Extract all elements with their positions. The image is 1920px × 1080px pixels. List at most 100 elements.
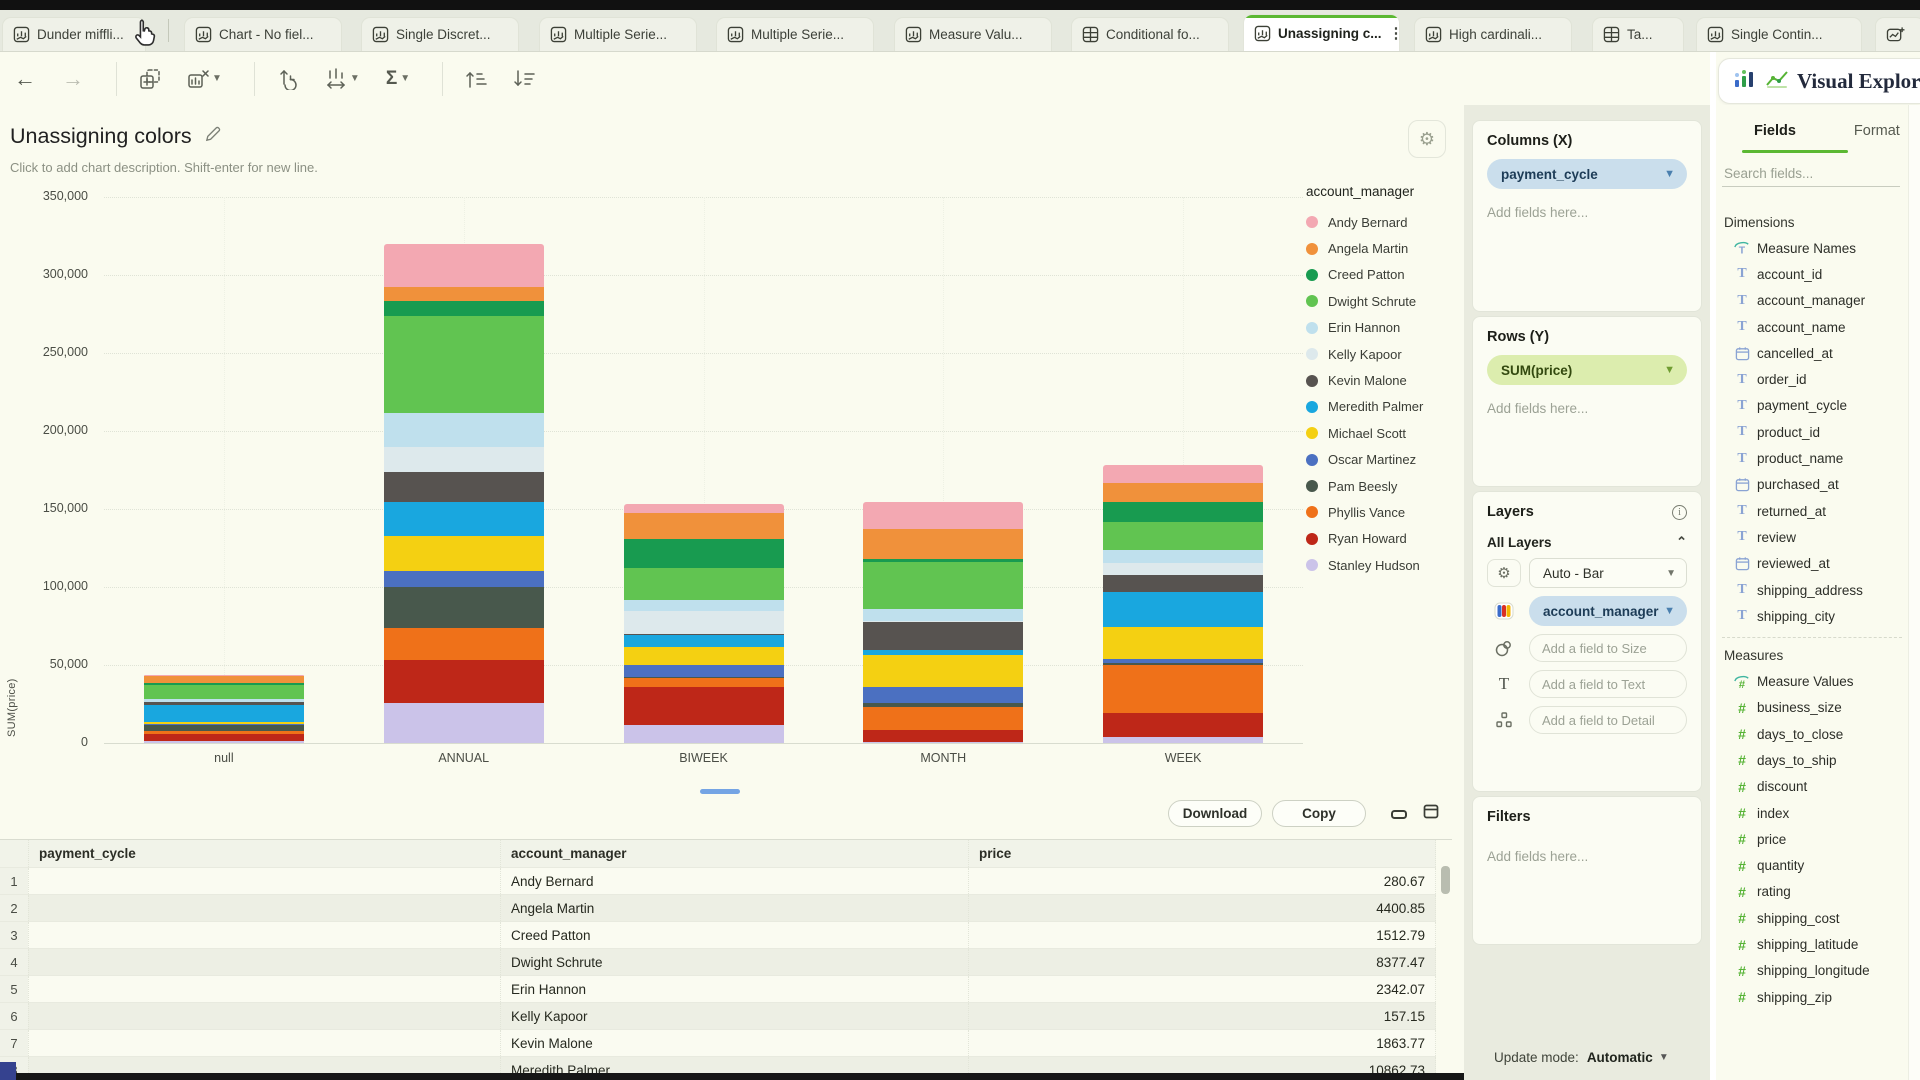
rows-add-fields-placeholder[interactable]: Add fields here... [1487,401,1687,416]
field-item-measure[interactable]: #days_to_ship [1716,747,1908,773]
duplicate-chart[interactable] [139,68,161,90]
bar-segment[interactable] [384,628,544,660]
forward-arrow[interactable]: → [62,68,84,90]
bar-segment[interactable] [144,685,304,698]
table-row[interactable]: 7Kevin Malone1863.77 [0,1030,1436,1057]
bar-segment[interactable] [863,707,1023,730]
bar-segment[interactable] [624,677,784,679]
detail-field-slot[interactable]: Add a field to Detail [1529,706,1687,734]
column-header-price[interactable]: price [968,840,1436,867]
table-row[interactable]: 8Meredith Palmer10862.73 [0,1057,1436,1074]
field-item-dimension[interactable]: Torder_id [1716,366,1908,392]
legend-item[interactable]: Meredith Palmer [1306,394,1460,420]
field-item-measure[interactable]: #price [1716,826,1908,852]
workbook-tab[interactable]: Measure Valu... [894,17,1052,51]
legend-item[interactable]: Ryan Howard [1306,526,1460,552]
bar-segment[interactable] [624,665,784,677]
column-header-payment_cycle[interactable]: payment_cycle [28,840,500,867]
filters-add-fields-placeholder[interactable]: Add fields here... [1487,849,1687,864]
collapse-results-icon[interactable] [1390,807,1408,826]
legend-item[interactable]: Andy Bernard [1306,209,1460,235]
bar-segment[interactable] [1103,550,1263,562]
copy-button[interactable]: Copy [1272,800,1366,827]
field-item-dimension[interactable]: TMeasure Names [1716,235,1908,261]
bar-segment[interactable] [1103,522,1263,550]
bar-segment[interactable] [144,734,304,741]
table-row[interactable]: 1Andy Bernard280.67 [0,868,1436,895]
bar-segment[interactable] [384,536,544,571]
field-item-dimension[interactable]: cancelled_at [1716,340,1908,366]
field-item-dimension[interactable]: Tproduct_name [1716,445,1908,471]
field-item-dimension[interactable]: Tshipping_address [1716,577,1908,603]
workbook-tab-active[interactable]: Unassigning c...⋮ [1243,14,1400,51]
mark-type-dropdown[interactable]: Auto - Bar ▼ [1529,558,1687,588]
bar-segment[interactable] [863,650,1023,655]
size-field-slot[interactable]: Add a field to Size [1529,634,1687,662]
bar-segment[interactable] [863,502,1023,528]
bar-segment[interactable] [384,244,544,288]
legend-item[interactable]: Dwight Schrute [1306,288,1460,314]
bar-segment[interactable] [384,502,544,536]
legend-item[interactable]: Kevin Malone [1306,367,1460,393]
workbook-tab[interactable] [1875,17,1920,51]
field-item-measure[interactable]: #shipping_zip [1716,984,1908,1010]
bar-segment[interactable] [624,647,784,665]
chart-settings-button[interactable]: ⚙ [1408,120,1446,158]
bar-segment[interactable] [624,539,784,567]
bar-segment[interactable] [1103,563,1263,575]
columns-add-fields-placeholder[interactable]: Add fields here... [1487,205,1687,220]
bar-segment[interactable] [144,676,304,683]
bar-segment[interactable] [384,472,544,502]
bar-segment[interactable] [624,568,784,600]
bar-segment[interactable] [144,741,304,743]
field-item-measure[interactable]: #quantity [1716,853,1908,879]
bar-segment[interactable] [144,683,304,685]
field-item-dimension[interactable]: Taccount_id [1716,261,1908,287]
legend-item[interactable]: Michael Scott [1306,420,1460,446]
workbook-tab[interactable]: Dunder miffli... [2,17,146,51]
field-item-dimension[interactable]: purchased_at [1716,472,1908,498]
bar-segment[interactable] [1103,713,1263,736]
field-item-measure[interactable]: #Measure Values [1716,668,1908,694]
field-item-dimension[interactable]: Tshipping_city [1716,603,1908,629]
bar-segment[interactable] [863,559,1023,562]
workbook-tab[interactable]: Single Discret... [361,17,519,51]
rows-field-pill[interactable]: SUM(price) ▼ [1487,355,1687,385]
field-item-dimension[interactable]: Taccount_name [1716,314,1908,340]
field-item-dimension[interactable]: Taccount_manager [1716,288,1908,314]
bar-segment[interactable] [863,529,1023,560]
info-icon[interactable]: i [1672,505,1687,520]
tab-fields[interactable]: Fields [1754,123,1796,139]
sort-descending[interactable] [513,68,535,90]
bar-segment[interactable] [624,504,784,512]
workbook-tab[interactable]: Conditional fo... [1071,17,1229,51]
text-field-slot[interactable]: Add a field to Text [1529,670,1687,698]
table-row[interactable]: 3Creed Patton1512.79 [0,922,1436,949]
page-title[interactable]: Unassigning colors [10,124,192,149]
workbook-tab[interactable]: Multiple Serie... [716,17,874,51]
table-row[interactable]: 5Erin Hannon2342.07 [0,976,1436,1003]
sort-ascending[interactable] [465,68,487,90]
table-row[interactable]: 6Kelly Kapoor157.15 [0,1003,1436,1030]
bar-segment[interactable] [1103,737,1263,743]
columns-field-pill[interactable]: payment_cycle ▼ [1487,159,1687,189]
visual-explore-badge[interactable]: Visual Explore [1718,58,1920,104]
field-item-measure[interactable]: #shipping_cost [1716,905,1908,931]
bar-segment[interactable] [624,513,784,540]
legend-item[interactable]: Creed Patton [1306,262,1460,288]
aggregate-sigma[interactable]: Σ▼ [386,69,410,88]
bar-segment[interactable] [384,287,544,301]
bar-segment[interactable] [384,413,544,447]
bar-segment[interactable] [384,703,544,743]
bar-segment[interactable] [384,301,544,316]
bar-segment[interactable] [1103,659,1263,662]
bar-segment[interactable] [1103,627,1263,660]
legend-item[interactable]: Angela Martin [1306,235,1460,261]
bar-segment[interactable] [144,702,304,705]
field-item-dimension[interactable]: Tpayment_cycle [1716,393,1908,419]
search-fields-input[interactable] [1722,161,1900,187]
workbook-tab[interactable]: Multiple Serie... [539,17,697,51]
bar-segment[interactable] [863,562,1023,609]
bar-segment[interactable] [144,705,304,722]
legend-item[interactable]: Oscar Martinez [1306,447,1460,473]
